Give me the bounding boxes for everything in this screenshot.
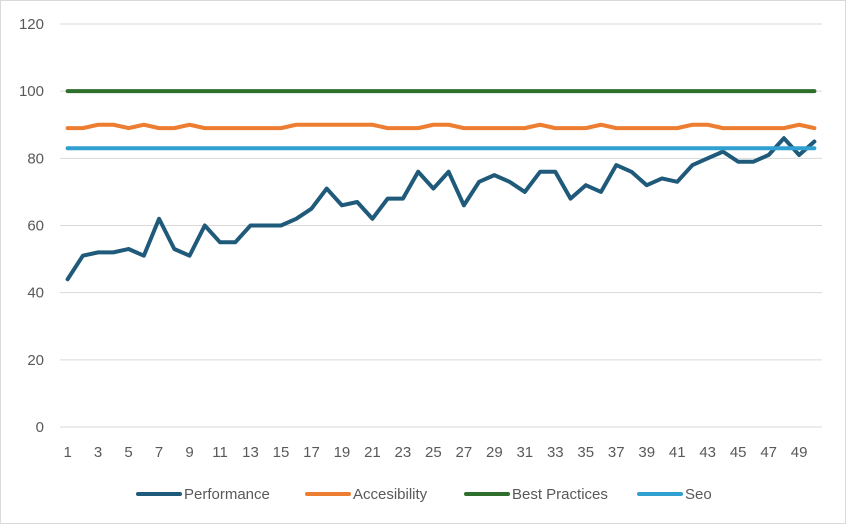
- x-tick-label-11: 23: [395, 444, 412, 461]
- x-tick-label-1: 3: [94, 444, 102, 461]
- x-tick-label-19: 39: [638, 444, 655, 461]
- y-tick-label-2: 40: [27, 285, 44, 302]
- y-tick-label-1: 20: [27, 352, 44, 369]
- x-tick-label-20: 41: [669, 444, 686, 461]
- x-tick-label-12: 25: [425, 444, 442, 461]
- x-tick-label-14: 29: [486, 444, 503, 461]
- gridlines: [60, 23, 822, 428]
- y-tick-label-5: 100: [19, 83, 44, 100]
- x-tick-label-7: 15: [273, 444, 290, 461]
- x-tick-label-16: 33: [547, 444, 564, 461]
- x-tick-label-8: 17: [303, 444, 320, 461]
- x-axis-ticks: 1 3 5 7 9 11 13 15 17 19 21 23 25 27 29 31 33 35 37 39 41 43 4…: [63, 444, 807, 461]
- x-tick-label-3: 7: [155, 444, 163, 461]
- x-tick-label-13: 27: [456, 444, 473, 461]
- series-line-performance: [65, 136, 817, 282]
- x-tick-label-0: 1: [63, 444, 71, 461]
- y-tick-label-4: 80: [27, 150, 44, 167]
- y-tick-label-0: 0: [36, 419, 44, 436]
- x-tick-label-21: 43: [699, 444, 716, 461]
- legend-label-seo: Seo: [685, 486, 712, 503]
- x-tick-label-6: 13: [242, 444, 259, 461]
- legend-label-best-practices: Best Practices: [512, 486, 608, 503]
- y-axis-ticks: 0 20 40 60 80 100 120: [19, 16, 44, 436]
- x-tick-label-2: 5: [124, 444, 132, 461]
- x-tick-label-22: 45: [730, 444, 747, 461]
- x-tick-label-9: 19: [334, 444, 351, 461]
- x-tick-label-24: 49: [791, 444, 808, 461]
- series-line-accesibility: [65, 122, 817, 131]
- legend-label-performance: Performance: [184, 486, 270, 503]
- x-tick-label-5: 11: [212, 444, 228, 461]
- x-tick-label-15: 31: [516, 444, 533, 461]
- legend: Performance Accesibility Best Practices Seo: [136, 486, 712, 503]
- legend-label-accesibility: Accesibility: [353, 486, 428, 503]
- x-tick-label-10: 21: [364, 444, 381, 461]
- y-tick-label-3: 60: [27, 218, 44, 235]
- y-tick-label-6: 120: [19, 16, 44, 33]
- x-tick-label-4: 9: [185, 444, 193, 461]
- series-lines: [65, 89, 817, 282]
- x-tick-label-23: 47: [760, 444, 777, 461]
- x-tick-label-17: 35: [577, 444, 594, 461]
- x-tick-label-18: 37: [608, 444, 625, 461]
